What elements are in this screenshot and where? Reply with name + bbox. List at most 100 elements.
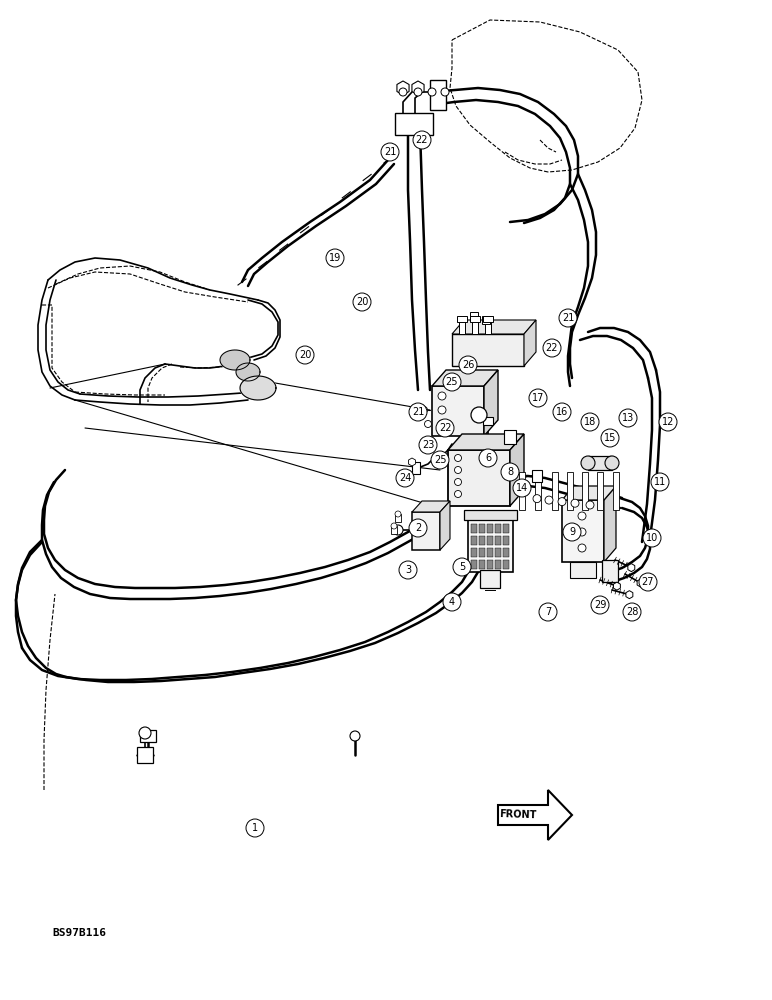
Circle shape [586,501,594,509]
Bar [412,462,420,474]
Circle shape [459,356,477,374]
Polygon shape [236,363,260,381]
Bar [471,548,477,557]
Text: 23: 23 [422,440,434,450]
Polygon shape [240,376,276,400]
Bar [140,730,156,742]
Bar [503,548,509,557]
Circle shape [659,413,677,431]
Circle shape [431,451,449,469]
Bar [562,500,604,562]
Bar [504,430,516,444]
Bar [471,560,477,569]
Circle shape [438,392,446,400]
Polygon shape [498,790,572,840]
Circle shape [399,561,417,579]
Circle shape [246,819,264,837]
Text: 3: 3 [405,565,411,575]
Polygon shape [524,320,536,366]
Circle shape [350,731,360,741]
Text: 6: 6 [485,453,491,463]
Bar [471,536,477,545]
Circle shape [581,413,599,431]
Circle shape [543,339,561,357]
Polygon shape [604,486,616,562]
Bar [485,320,491,334]
Bar [137,747,153,763]
Bar [503,536,509,545]
Text: FRONT: FRONT [499,809,537,821]
Text: 12: 12 [662,417,674,427]
Circle shape [421,406,428,414]
Bar [495,560,501,569]
Polygon shape [510,434,524,506]
Polygon shape [408,458,415,466]
Bar [438,452,444,462]
Polygon shape [484,370,498,436]
Circle shape [443,593,461,611]
Circle shape [529,389,547,407]
Bar [479,548,485,557]
Circle shape [558,498,566,506]
Circle shape [471,407,487,423]
Text: 22: 22 [416,135,428,145]
Bar [483,316,493,322]
Text: 21: 21 [411,407,424,417]
Circle shape [443,373,461,391]
Bar [464,510,517,520]
Bar [470,312,478,320]
Bar [480,570,500,588]
Circle shape [601,429,619,447]
Bar [487,536,493,545]
Circle shape [651,473,669,491]
Bar [487,524,493,533]
Circle shape [643,529,661,547]
Bar [483,417,493,425]
Bar [471,524,477,533]
Bar [495,536,501,545]
Circle shape [381,143,399,161]
Circle shape [553,403,571,421]
Bar [567,472,573,510]
Bar [503,524,509,533]
Circle shape [479,449,497,467]
Circle shape [395,511,401,517]
Text: 19: 19 [329,253,341,263]
Bar [412,512,440,550]
Text: 4: 4 [449,597,455,607]
Polygon shape [452,320,536,334]
Circle shape [533,495,541,503]
Text: 15: 15 [604,433,616,443]
Circle shape [501,463,519,481]
Text: 2: 2 [415,523,421,533]
Circle shape [578,528,586,536]
Circle shape [578,544,586,552]
Circle shape [639,573,657,591]
Bar [519,472,525,510]
Bar [602,560,618,582]
Bar [432,386,484,436]
Text: 13: 13 [622,413,634,423]
Circle shape [399,88,407,96]
Bar [470,316,480,322]
Circle shape [591,596,609,614]
Bar [479,560,485,569]
Circle shape [428,88,436,96]
Text: 17: 17 [532,393,544,403]
Circle shape [455,454,462,462]
Circle shape [455,490,462,497]
Polygon shape [570,562,596,578]
Polygon shape [614,582,621,590]
Bar [487,548,493,557]
Text: 25: 25 [434,455,446,465]
Text: 10: 10 [646,533,658,543]
Bar [613,472,619,510]
Circle shape [605,456,619,470]
Circle shape [391,523,397,529]
Text: 5: 5 [459,562,465,572]
Circle shape [563,523,581,541]
Circle shape [413,131,431,149]
Text: 26: 26 [462,360,474,370]
Polygon shape [220,350,250,370]
Text: 20: 20 [356,297,368,307]
